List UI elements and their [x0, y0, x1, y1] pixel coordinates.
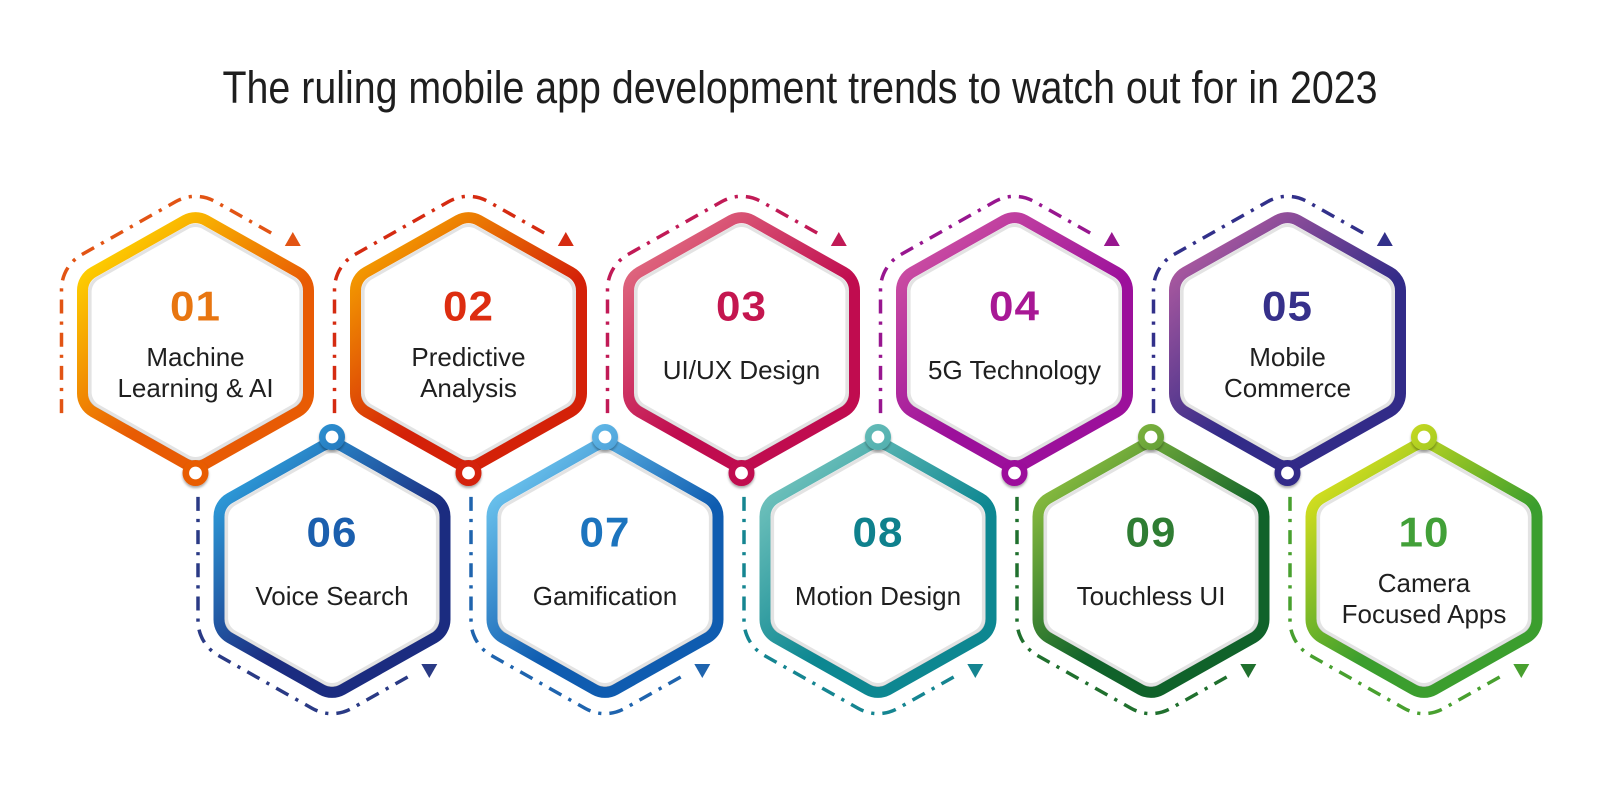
svg-text:Camera: Camera — [1378, 568, 1471, 598]
svg-text:Analysis: Analysis — [420, 373, 517, 403]
svg-text:Commerce: Commerce — [1224, 373, 1351, 403]
svg-text:Voice Search: Voice Search — [255, 581, 408, 611]
svg-text:Predictive: Predictive — [411, 342, 525, 372]
svg-text:05: 05 — [1262, 283, 1313, 330]
svg-text:Gamification: Gamification — [533, 581, 678, 611]
svg-text:02: 02 — [443, 283, 494, 330]
svg-text:09: 09 — [1126, 509, 1177, 556]
svg-text:Learning & AI: Learning & AI — [117, 373, 273, 403]
svg-text:Motion Design: Motion Design — [795, 581, 961, 611]
svg-text:UI/UX Design: UI/UX Design — [663, 355, 821, 385]
svg-text:5G Technology: 5G Technology — [928, 355, 1101, 385]
svg-text:Touchless UI: Touchless UI — [1077, 581, 1226, 611]
svg-text:Focused Apps: Focused Apps — [1342, 599, 1507, 629]
svg-text:10: 10 — [1399, 509, 1450, 556]
svg-text:06: 06 — [307, 509, 358, 556]
svg-text:08: 08 — [853, 509, 904, 556]
svg-text:03: 03 — [716, 283, 767, 330]
svg-text:Mobile: Mobile — [1249, 342, 1326, 372]
svg-text:07: 07 — [580, 509, 631, 556]
svg-text:04: 04 — [989, 283, 1040, 330]
svg-text:The ruling mobile app developm: The ruling mobile app development trends… — [223, 62, 1378, 113]
svg-text:Machine: Machine — [146, 342, 244, 372]
svg-text:01: 01 — [170, 283, 221, 330]
